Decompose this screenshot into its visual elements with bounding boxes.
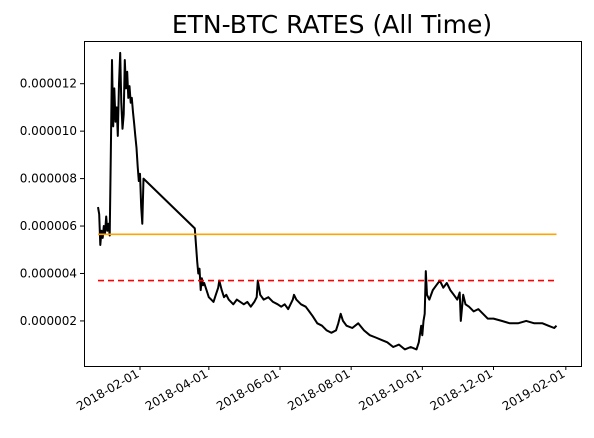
x-tick-label: 2018-08-01 xyxy=(285,366,352,413)
chart-title: ETN-BTC RATES (All Time) xyxy=(172,10,492,39)
x-axis: 2018-02-01 2018-04-01 2018-06-01 2018-08-01… xyxy=(74,366,567,413)
plot-frame xyxy=(84,41,582,367)
y-tick-label: 0.000008 xyxy=(20,172,77,186)
x-tick-label: 2018-12-01 xyxy=(428,366,495,413)
x-tick-label: 2018-10-01 xyxy=(356,366,423,413)
y-tick-label: 0.000006 xyxy=(20,219,77,233)
x-tick-label: 2018-06-01 xyxy=(214,366,281,413)
x-tick-label: 2018-02-01 xyxy=(74,366,141,413)
plot-area xyxy=(97,51,558,351)
y-tick-label: 0.000012 xyxy=(20,77,77,91)
x-tick-label: 2018-04-01 xyxy=(143,366,210,413)
y-axis: 0.000002 0.000004 0.000006 0.000008 0.000010… xyxy=(20,77,84,328)
price-line xyxy=(97,51,558,351)
y-tick-label: 0.000004 xyxy=(20,266,77,280)
x-tick-label: 2019-02-01 xyxy=(500,366,567,413)
y-tick-label: 0.000010 xyxy=(20,124,77,138)
y-tick-label: 0.000002 xyxy=(20,314,77,328)
